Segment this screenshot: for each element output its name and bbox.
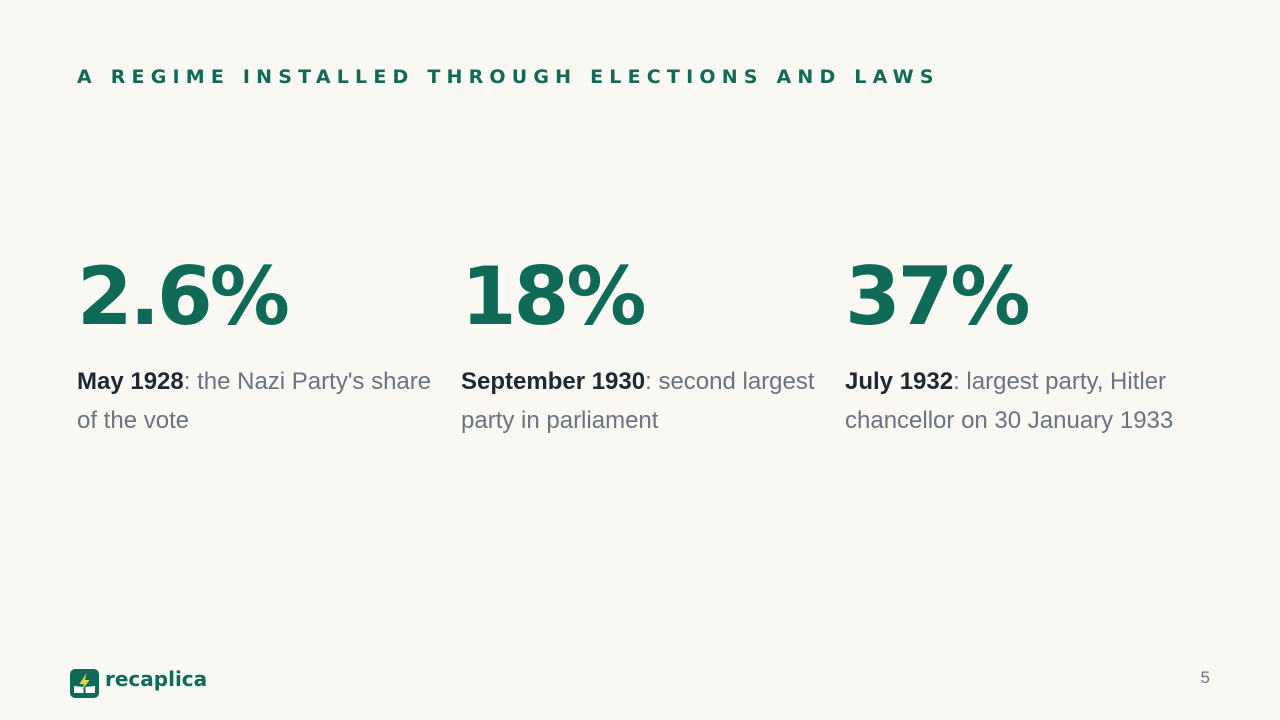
lightning-book-icon xyxy=(70,668,99,698)
stat-description: May 1928: the Nazi Party's share of the … xyxy=(77,362,447,440)
stat-value: 37% xyxy=(845,250,1030,343)
brand-name: recaplica xyxy=(105,667,208,691)
stats-row: 2.6% May 1928: the Nazi Party's share of… xyxy=(77,252,1227,452)
brand-logo: recaplica xyxy=(70,666,207,700)
stat-text: : the Nazi Party's share of the vote xyxy=(77,368,432,434)
stat-date: May 1928 xyxy=(77,368,184,395)
stat-card: 18% September 1930: second largest party… xyxy=(461,252,831,440)
stat-date: July 1932 xyxy=(845,368,954,395)
stat-value: 18% xyxy=(461,250,646,343)
stat-description: September 1930: second largest party in … xyxy=(461,362,831,440)
page-number: 5 xyxy=(1200,668,1210,687)
stat-date: September 1930 xyxy=(461,368,646,395)
slide-eyebrow-title: A REGIME INSTALLED THROUGH ELECTIONS AND… xyxy=(77,66,940,88)
stat-card: 2.6% May 1928: the Nazi Party's share of… xyxy=(77,252,447,440)
stat-text: : second largest party in parliament xyxy=(461,368,815,434)
stat-card: 37% July 1932: largest party, Hitler cha… xyxy=(845,252,1215,440)
stat-text: : largest party, Hitler chancellor on 30… xyxy=(845,368,1174,434)
stat-description: July 1932: largest party, Hitler chancel… xyxy=(845,362,1215,440)
stat-value: 2.6% xyxy=(77,250,290,343)
